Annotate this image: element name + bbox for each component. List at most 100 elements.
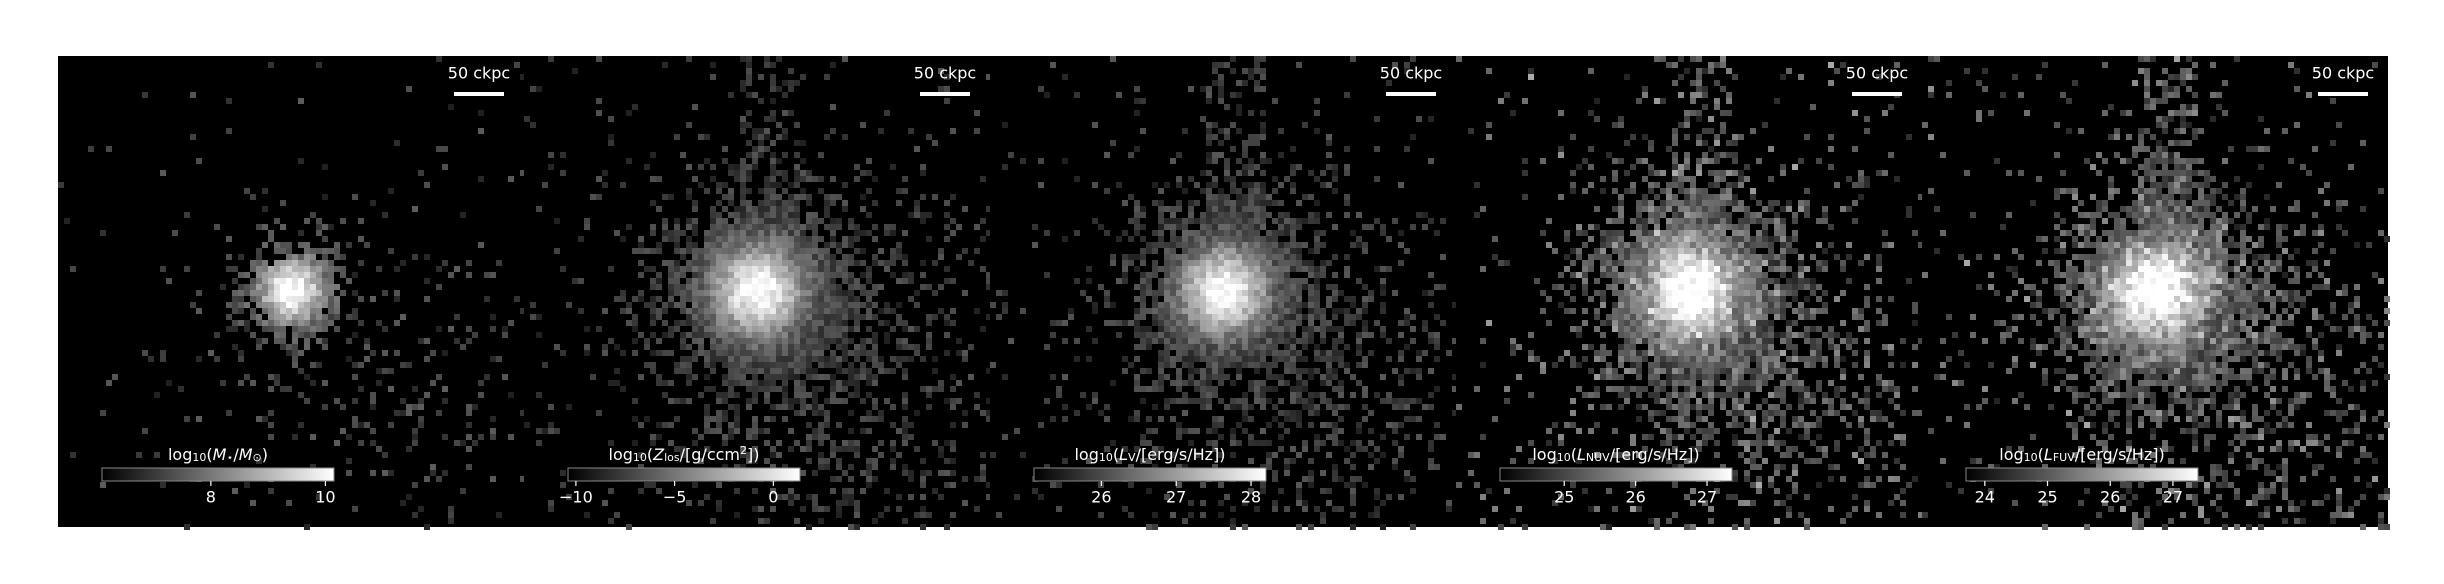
pixel <box>1230 506 1236 512</box>
pixel <box>938 308 944 314</box>
pixel <box>1194 332 1200 338</box>
pixel <box>1666 320 1672 326</box>
pixel <box>454 440 460 446</box>
pixel <box>680 290 686 296</box>
pixel <box>1588 254 1594 260</box>
pixel <box>1780 230 1786 236</box>
pixel <box>1660 236 1666 242</box>
pixel <box>818 320 824 326</box>
pixel <box>734 332 740 338</box>
pixel <box>1618 230 1624 236</box>
pixel <box>1290 368 1296 374</box>
pixel <box>1284 230 1290 236</box>
pixel <box>1308 170 1314 176</box>
pixel <box>920 482 926 488</box>
pixel <box>1038 158 1044 164</box>
pixel <box>1636 326 1642 332</box>
pixel <box>298 278 304 284</box>
pixel <box>1170 326 1176 332</box>
pixel <box>1636 224 1642 230</box>
pixel <box>728 254 734 260</box>
pixel <box>1164 254 1170 260</box>
pixel <box>1834 182 1840 188</box>
pixel <box>1684 152 1690 158</box>
pixel <box>1708 278 1714 284</box>
pixel <box>352 398 358 404</box>
pixel <box>926 344 932 350</box>
pixel <box>1606 272 1612 278</box>
pixel <box>1230 440 1236 446</box>
pixel <box>950 218 956 224</box>
pixel <box>782 188 788 194</box>
pixel <box>100 482 106 488</box>
pixel <box>884 368 890 374</box>
pixel <box>602 182 608 188</box>
pixel <box>1140 314 1146 320</box>
pixel <box>1374 176 1380 182</box>
pixel <box>770 506 776 512</box>
pixel <box>1182 308 1188 314</box>
pixel <box>860 338 866 344</box>
pixel <box>860 272 866 278</box>
pixel <box>1158 416 1164 422</box>
pixel <box>328 302 334 308</box>
pixel <box>650 152 656 158</box>
pixel <box>1212 242 1218 248</box>
pixel <box>298 314 304 320</box>
pixel <box>1170 362 1176 368</box>
pixel <box>1398 404 1404 410</box>
pixel <box>908 272 914 278</box>
pixel <box>734 260 740 266</box>
pixel <box>800 242 806 248</box>
pixel <box>1702 68 1708 74</box>
pixel <box>1720 200 1726 206</box>
pixel <box>1630 272 1636 278</box>
pixel <box>304 326 310 332</box>
pixel <box>1846 278 1852 284</box>
pixel <box>1696 134 1702 140</box>
pixel <box>770 326 776 332</box>
pixel <box>812 290 818 296</box>
pixel <box>472 332 478 338</box>
pixel <box>1296 242 1302 248</box>
pixel <box>842 206 848 212</box>
pixel <box>310 290 316 296</box>
pixel <box>508 320 514 326</box>
pixel <box>1410 134 1416 140</box>
pixel <box>232 308 238 314</box>
pixel <box>1774 266 1780 272</box>
pixel <box>1104 296 1110 302</box>
pixel <box>836 476 842 482</box>
pixel <box>758 314 764 320</box>
pixel <box>848 218 854 224</box>
pixel <box>1170 314 1176 320</box>
pixel <box>286 320 292 326</box>
pixel <box>466 446 472 452</box>
pixel <box>1302 314 1308 320</box>
pixel <box>1732 260 1738 266</box>
pixel <box>1726 182 1732 188</box>
pixel <box>1236 206 1242 212</box>
pixel <box>238 272 244 278</box>
pixel <box>764 224 770 230</box>
colorbar-label-part: ( <box>1113 445 1119 464</box>
pixel <box>890 446 896 452</box>
pixel <box>842 386 848 392</box>
pixel <box>1726 212 1732 218</box>
pixel <box>232 326 238 332</box>
pixel <box>1750 254 1756 260</box>
pixel <box>626 524 632 530</box>
pixel <box>956 398 962 404</box>
pixel <box>626 224 632 230</box>
pixel <box>818 308 824 314</box>
pixel <box>1152 428 1158 434</box>
pixel <box>112 374 118 380</box>
pixel <box>1260 128 1266 134</box>
pixel <box>1278 212 1284 218</box>
pixel <box>1738 326 1744 332</box>
pixel <box>1140 458 1146 464</box>
pixel <box>1720 254 1726 260</box>
pixel <box>764 386 770 392</box>
pixel <box>1200 500 1206 506</box>
